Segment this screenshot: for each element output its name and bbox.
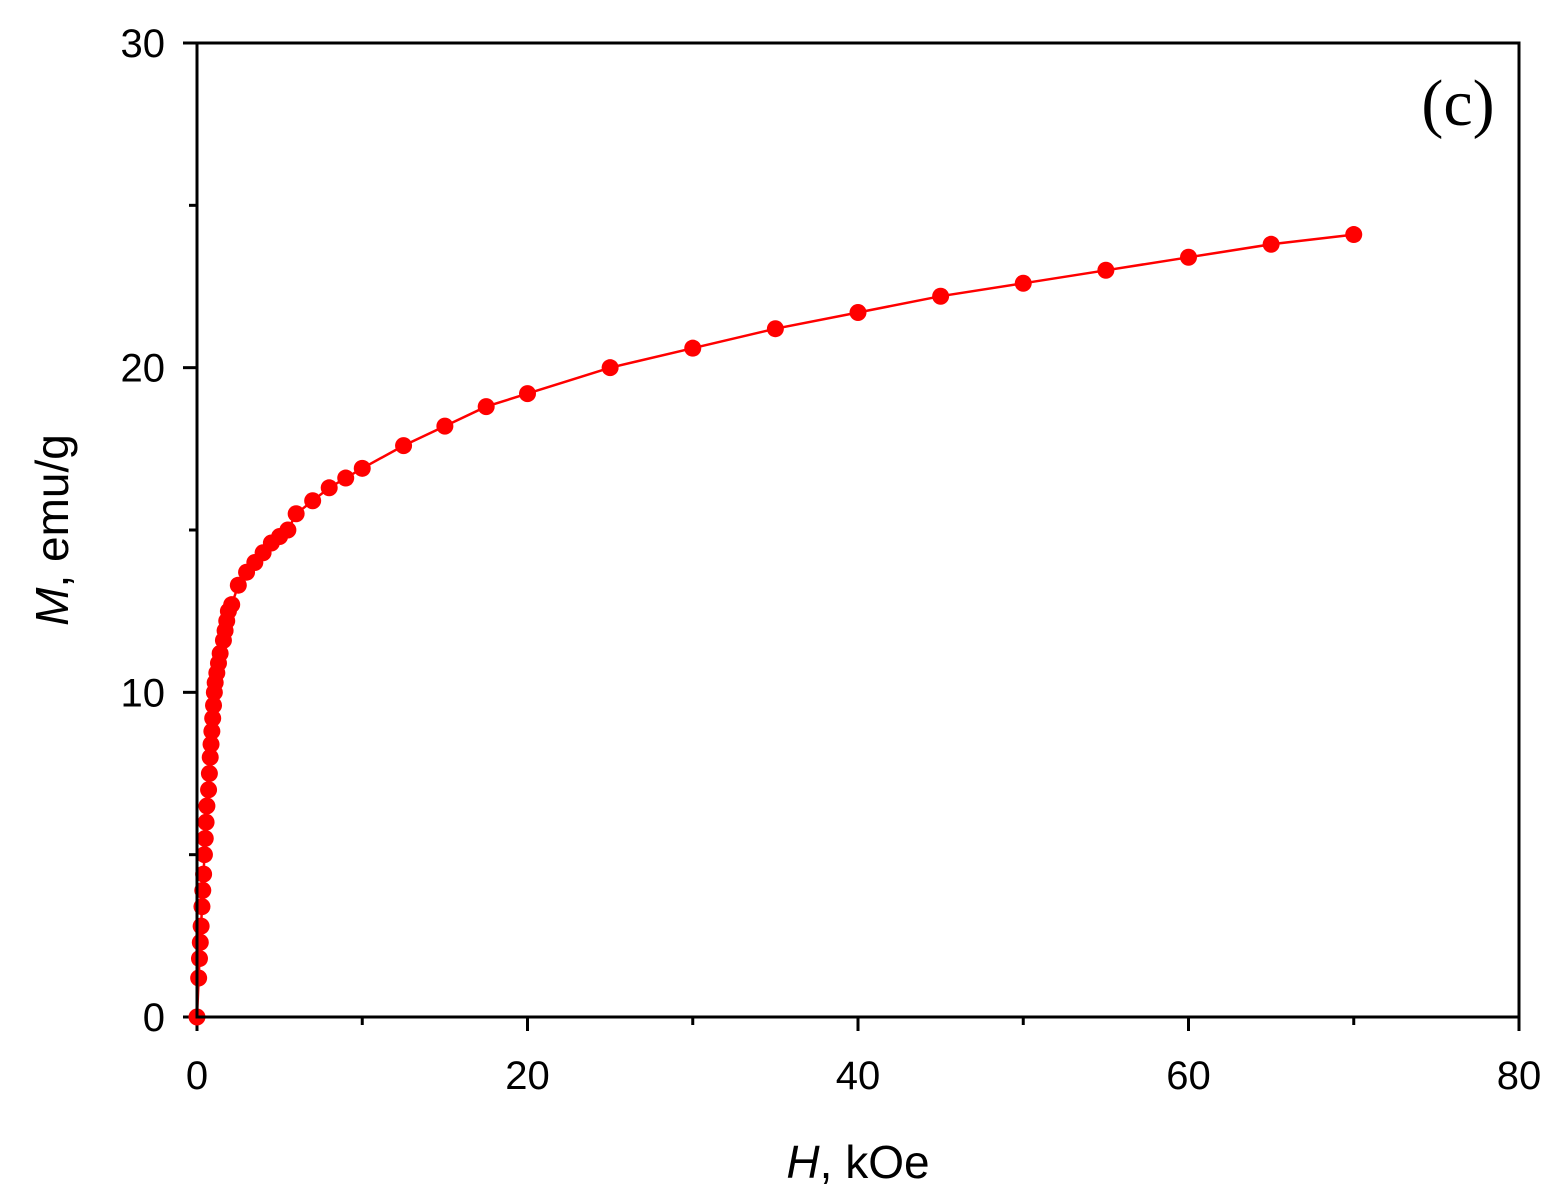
x-tick-label: 40 (836, 1054, 881, 1098)
data-point (204, 709, 222, 727)
data-point (190, 969, 208, 987)
x-axis-symbol: H (786, 1136, 820, 1188)
x-tick-label: 80 (1497, 1054, 1542, 1098)
axis-ticks: 0 20 40 60 80 0 10 20 30 (121, 22, 1542, 1098)
data-point (849, 303, 867, 321)
y-tick-label: 20 (121, 347, 166, 391)
x-axis-label: H, kOe (786, 1136, 929, 1188)
y-axis-unit: , emu/g (26, 434, 78, 587)
data-point (477, 398, 495, 416)
data-point (932, 287, 950, 305)
data-point (320, 479, 338, 497)
data-point (601, 359, 619, 377)
data-point (196, 829, 214, 847)
data-point (1345, 226, 1363, 244)
y-tick-label: 10 (121, 671, 166, 715)
data-point (201, 748, 219, 766)
data-point (202, 735, 220, 753)
series-line (195, 233, 1354, 1018)
data-point (205, 696, 223, 714)
data-point (197, 813, 215, 831)
data-point (211, 644, 229, 662)
data-point (436, 417, 454, 435)
y-tick-label: 0 (143, 996, 165, 1040)
data-point (195, 846, 213, 864)
data-point (194, 881, 212, 899)
x-axis-unit: , kOe (820, 1136, 930, 1188)
data-point (198, 797, 216, 815)
data-point (191, 933, 209, 951)
data-point (395, 437, 413, 455)
x-tick-label: 20 (505, 1054, 550, 1098)
data-point (287, 505, 305, 523)
data-point (229, 576, 247, 594)
y-axis-symbol: M (26, 587, 78, 626)
data-point (203, 722, 221, 740)
data-point (1262, 235, 1280, 253)
y-tick-label: 30 (121, 22, 166, 66)
panel-label: (c) (1421, 67, 1494, 140)
data-point (1014, 274, 1032, 292)
data-point (279, 521, 297, 539)
plot-frame (195, 41, 1521, 1019)
data-point (195, 865, 213, 883)
data-point (337, 469, 355, 487)
x-tick-label: 60 (1166, 1054, 1211, 1098)
data-point (766, 320, 784, 338)
data-point (1097, 261, 1115, 279)
data-point (190, 950, 208, 968)
x-tick-label: 0 (186, 1054, 208, 1098)
data-point (192, 917, 210, 935)
data-point (353, 459, 371, 477)
data-point (1180, 248, 1197, 266)
data-point (200, 781, 218, 799)
data-point (304, 492, 322, 510)
data-point (684, 339, 702, 357)
data-point (519, 385, 536, 403)
data-point (200, 765, 218, 782)
y-axis-label: M, emu/g (26, 434, 78, 626)
data-point (223, 596, 241, 614)
data-series (188, 226, 1363, 1026)
